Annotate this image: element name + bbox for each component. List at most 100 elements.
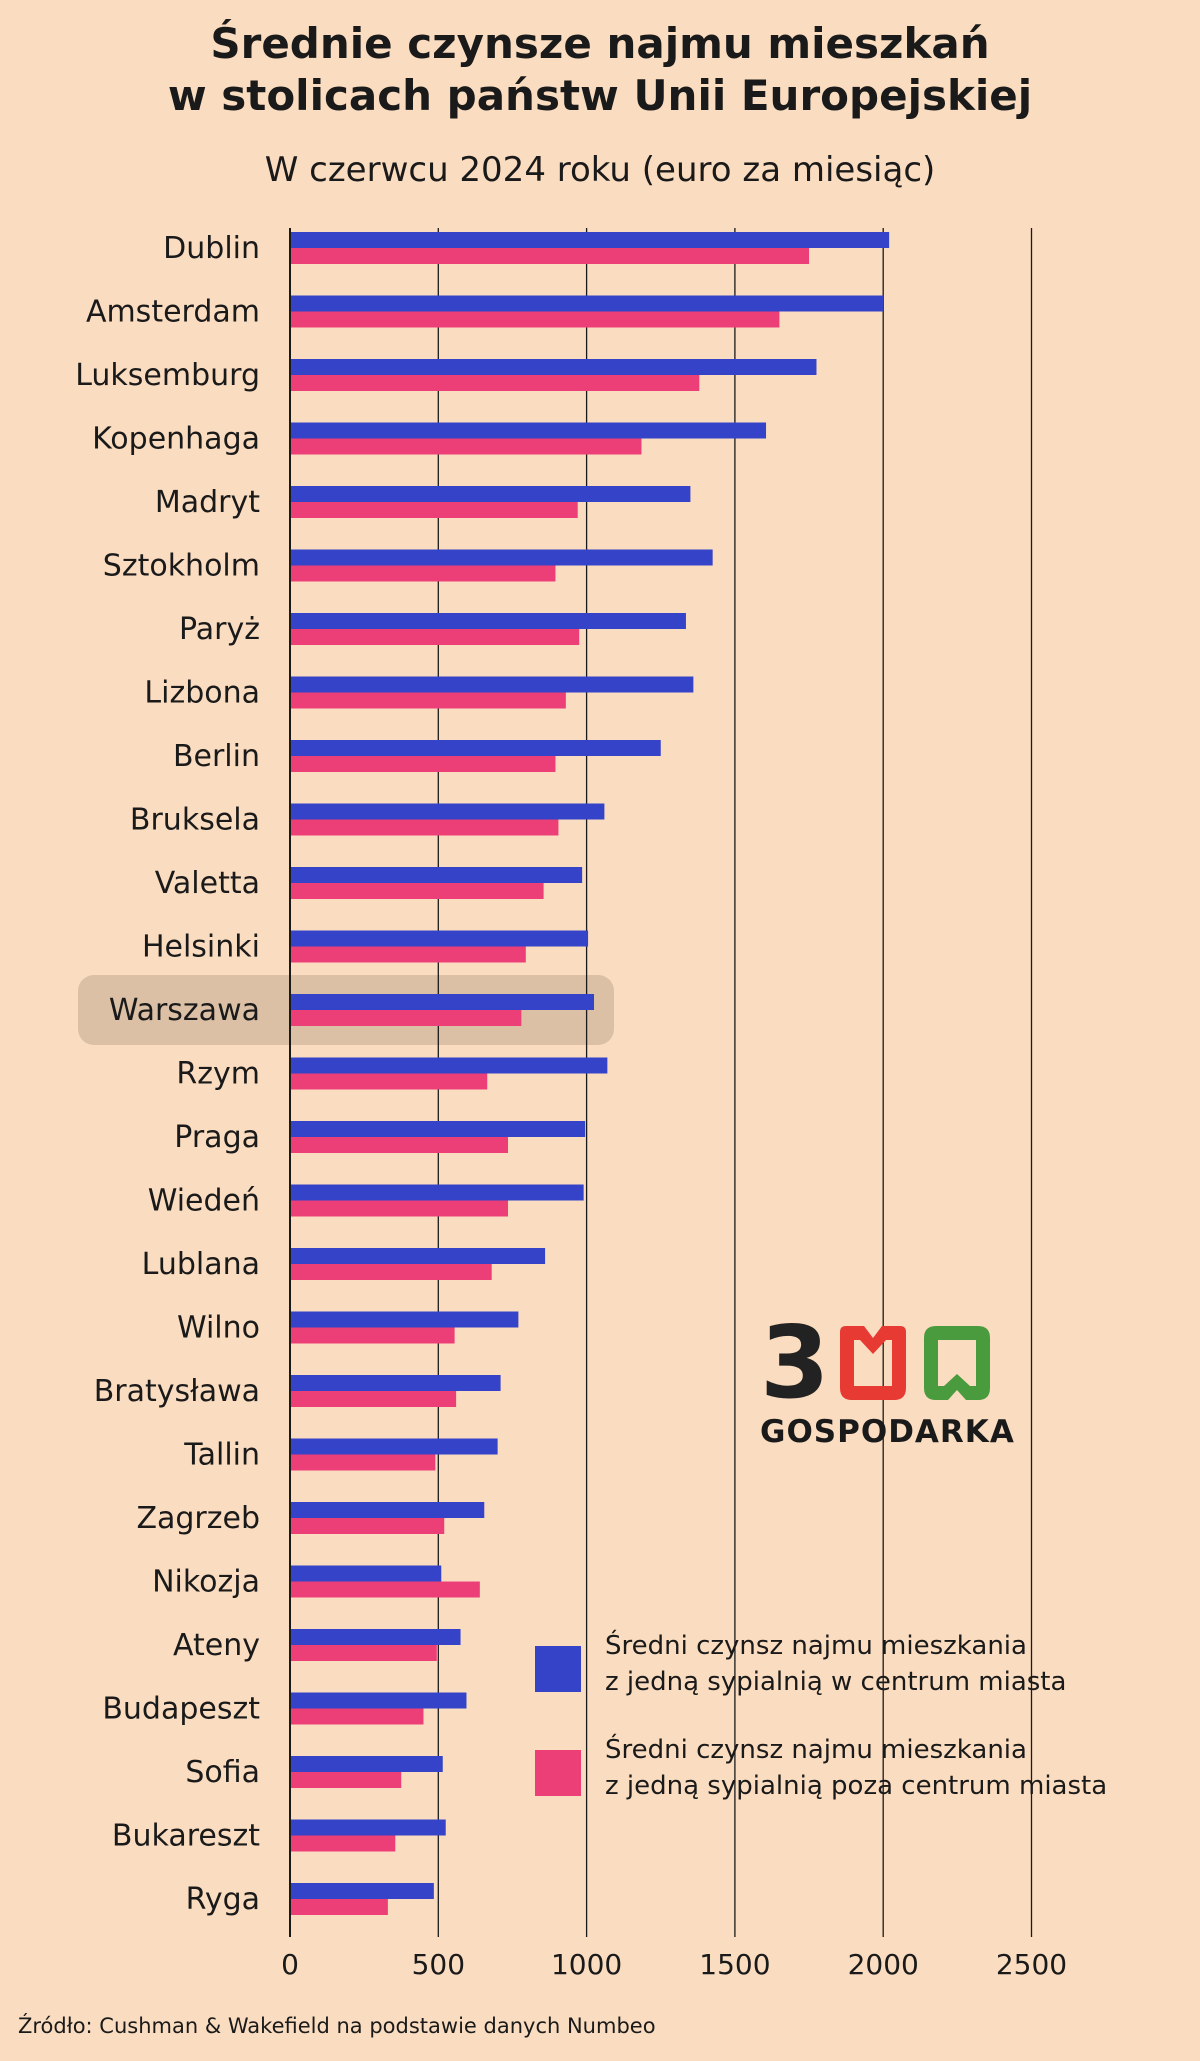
bar-center-4 [290,486,691,502]
category-label-11: Helsinki [142,930,260,965]
legend-label-outside-line1: Średni czynsz najmu mieszkania [605,1735,1027,1765]
bar-outside-13 [290,1073,488,1090]
x-tick-label-500: 500 [412,1948,465,1981]
x-tick-label-1000: 1000 [551,1948,622,1981]
category-label-0: Dublin [163,231,260,266]
category-label-16: Lublana [142,1247,260,1282]
legend-swatch-center [535,1646,581,1692]
logo-zero-green-icon [923,1325,990,1400]
category-label-10: Valetta [155,866,260,901]
bar-outside-8 [290,756,556,772]
category-label-25: Bukareszt [112,1819,260,1854]
bar-outside-10 [290,883,544,899]
legend-label-outside-line2: z jedną sypialnią poza centrum miasta [605,1771,1108,1801]
bar-outside-5 [290,565,556,582]
bar-center-26 [290,1883,434,1899]
bar-center-11 [290,930,589,947]
bar-outside-22 [290,1645,437,1661]
category-label-3: Kopenhaga [92,422,260,457]
bar-center-19 [290,1438,498,1455]
bar-outside-19 [290,1454,436,1471]
category-label-12: Warszawa [109,993,260,1028]
category-label-19: Tallin [183,1438,260,1473]
bar-center-8 [290,740,661,756]
bar-outside-15 [290,1200,509,1217]
title-line-2: w stolicach państw Unii Europejskiej [167,71,1033,120]
category-label-4: Madryt [155,485,260,520]
logo-300: 3 [760,1313,1010,1413]
chart-subtitle: W czerwcu 2024 roku (euro za miesiąc) [264,150,936,190]
bar-center-13 [290,1057,608,1074]
bar-outside-6 [290,629,580,645]
bar-center-18 [290,1375,501,1391]
bar-outside-2 [290,375,700,391]
bar-outside-17 [290,1327,455,1344]
category-label-22: Ateny [173,1628,260,1663]
category-label-24: Sofia [185,1755,260,1790]
bar-center-0 [290,232,890,248]
legend-swatch-outside [535,1750,581,1796]
category-label-18: Bratysława [94,1374,260,1409]
bar-outside-12 [290,1010,522,1026]
category-label-23: Budapeszt [102,1692,260,1727]
bar-outside-21 [290,1581,480,1598]
category-label-5: Sztokholm [103,549,260,584]
bar-center-22 [290,1629,461,1645]
source-note: Źródło: Cushman & Wakefield na podstawie… [18,2014,656,2038]
x-tick-label-1500: 1500 [699,1948,770,1981]
x-tick-label-2500: 2500 [996,1948,1067,1981]
legend-label-center-line2: z jedną sypialnią w centrum miasta [605,1667,1067,1697]
bar-center-3 [290,422,767,439]
category-label-14: Praga [174,1120,260,1155]
legend-label-outside: Średni czynsz najmu mieszkania z jedną s… [605,1732,1107,1804]
legend: Średni czynsz najmu mieszkania z jedną s… [535,1628,1107,1836]
bar-center-17 [290,1311,519,1328]
category-label-21: Nikozja [152,1565,260,1600]
bar-chart: Dublin Amsterdam Luksemburg Kopenhaga Madryt… [75,228,1067,1981]
category-label-26: Ryga [186,1882,260,1917]
bar-center-10 [290,867,583,883]
legend-item-outside: Średni czynsz najmu mieszkania z jedną s… [535,1732,1107,1804]
bar-center-12 [290,994,595,1010]
logo-zero-red-icon [839,1325,906,1400]
bar-center-7 [290,676,694,693]
bar-outside-23 [290,1708,424,1725]
x-tick-label-0: 0 [281,1948,299,1981]
bar-center-14 [290,1121,586,1137]
x-tick-label-2000: 2000 [848,1948,919,1981]
category-label-1: Amsterdam [86,295,260,330]
bar-center-24 [290,1756,443,1772]
bar-outside-16 [290,1264,492,1280]
legend-item-center: Średni czynsz najmu mieszkania z jedną s… [535,1628,1107,1700]
category-label-6: Paryż [179,612,260,647]
legend-label-center-line1: Średni czynsz najmu mieszkania [605,1631,1027,1661]
bar-center-6 [290,613,686,629]
bar-center-25 [290,1819,446,1836]
bar-center-2 [290,359,817,375]
category-label-7: Lizbona [144,676,260,711]
bar-center-23 [290,1692,467,1709]
category-label-15: Wiedeń [148,1184,260,1219]
bar-outside-25 [290,1835,396,1852]
bar-outside-11 [290,946,526,963]
bar-outside-7 [290,692,566,709]
bar-outside-3 [290,438,642,455]
chart-title: Średnie czynsze najmu mieszkań w stolica… [0,18,1200,122]
bar-outside-26 [290,1899,388,1915]
bar-center-20 [290,1502,485,1518]
bar-outside-0 [290,248,810,264]
bar-outside-24 [290,1772,402,1788]
bar-center-5 [290,549,713,566]
bar-center-1 [290,295,884,312]
category-label-17: Wilno [177,1311,260,1346]
category-label-13: Rzym [176,1057,260,1092]
bar-center-15 [290,1184,584,1201]
logo-300-gospodarka: 3 GOSPODARKA [760,1313,1014,1451]
category-label-9: Bruksela [130,803,260,838]
bar-outside-9 [290,819,559,836]
legend-label-center: Średni czynsz najmu mieszkania z jedną s… [605,1628,1066,1700]
bar-center-9 [290,803,605,820]
bar-outside-20 [290,1518,445,1534]
bar-outside-4 [290,502,578,518]
title-line-1: Średnie czynsze najmu mieszkań [210,19,990,68]
